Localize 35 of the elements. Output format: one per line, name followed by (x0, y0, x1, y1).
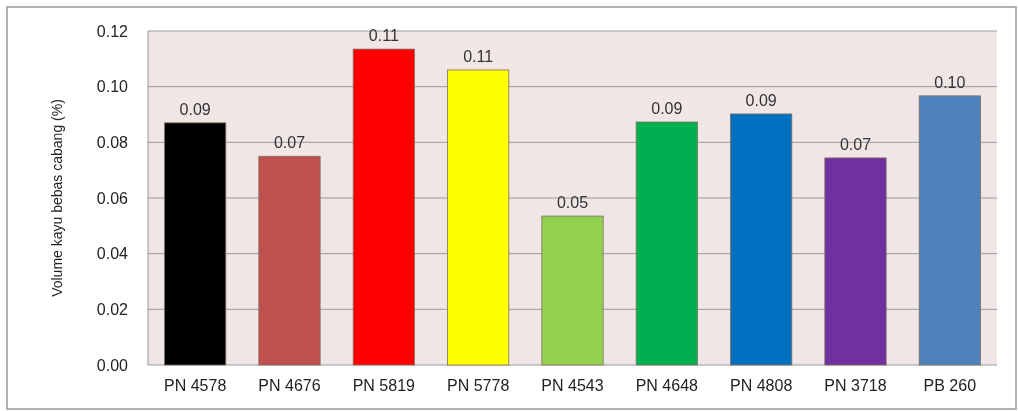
x-tick-label: PN 4676 (258, 377, 321, 394)
bar (164, 122, 227, 366)
data-label: 0.09 (745, 91, 777, 109)
bar (824, 157, 887, 366)
y-tick-label: 0.06 (96, 189, 129, 207)
x-tick-label: PN 4578 (164, 377, 227, 394)
data-label: 0.05 (556, 194, 589, 212)
bar (918, 95, 981, 366)
x-tick-label: PN 5819 (352, 377, 416, 394)
data-label: 0.09 (651, 100, 683, 118)
data-label: 0.11 (463, 47, 494, 65)
bar (352, 48, 415, 366)
x-tick-label: PN 4543 (541, 377, 604, 394)
data-label: 0.10 (934, 73, 966, 91)
data-label: 0.09 (179, 100, 211, 118)
y-tick-label: 0.00 (96, 356, 129, 374)
y-axis-title: Volume kayu bebas cabang (%) (49, 99, 65, 297)
x-tick-label: PN 4648 (635, 377, 699, 394)
y-tick-label: 0.02 (96, 300, 129, 318)
x-tick-label: PN 5778 (447, 377, 510, 394)
bar (635, 121, 698, 366)
data-label: 0.07 (839, 135, 872, 153)
y-tick-label: 0.08 (96, 133, 129, 151)
y-tick-label: 0.10 (96, 78, 129, 96)
x-tick-label: PB 260 (923, 377, 977, 394)
bar (541, 215, 604, 366)
bar (447, 69, 510, 366)
bar (730, 113, 793, 366)
x-tick-label: PN 4808 (730, 377, 793, 394)
data-label: 0.07 (273, 134, 306, 152)
bar (258, 155, 321, 366)
data-label: 0.11 (368, 27, 399, 45)
x-tick-label: PN 3718 (824, 377, 887, 394)
y-tick-label: 0.04 (96, 245, 129, 263)
y-tick-label: 0.12 (96, 22, 129, 40)
